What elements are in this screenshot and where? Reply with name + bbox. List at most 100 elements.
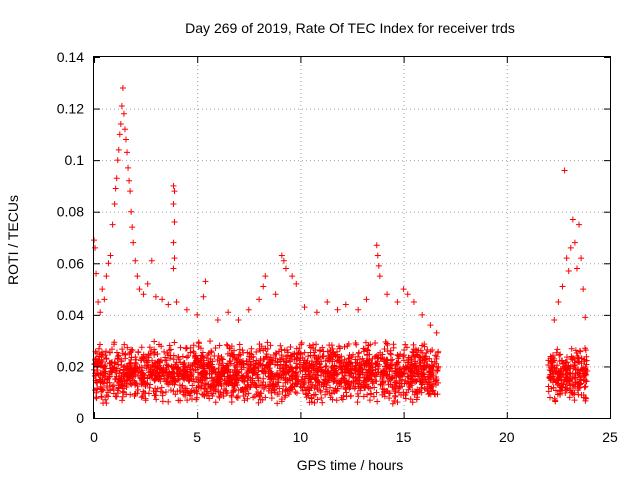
data-point [256, 345, 263, 352]
data-point [93, 379, 100, 386]
data-point [301, 304, 308, 311]
data-point [236, 346, 243, 353]
data-point [230, 351, 237, 358]
data-point [433, 329, 440, 336]
data-point [582, 363, 589, 370]
data-point [195, 379, 202, 386]
data-point [192, 353, 199, 360]
data-point [203, 381, 210, 388]
data-point [281, 347, 288, 354]
data-point [93, 270, 100, 277]
data-point [107, 386, 114, 393]
data-point [567, 244, 574, 251]
data-point [387, 351, 394, 358]
data-point [426, 378, 433, 385]
data-point [103, 273, 110, 280]
data-point [251, 380, 258, 387]
data-point [153, 388, 160, 395]
data-point [200, 293, 207, 300]
data-point [208, 384, 215, 391]
data-point [545, 388, 552, 395]
data-point [134, 273, 141, 280]
data-point [302, 387, 309, 394]
data-point [235, 317, 242, 324]
data-point [119, 383, 126, 390]
data-point [556, 352, 563, 359]
data-point [299, 387, 306, 394]
data-point [105, 260, 112, 267]
data-point [356, 368, 363, 375]
data-point [413, 389, 420, 396]
data-point [95, 371, 102, 378]
data-point [164, 380, 171, 387]
data-point [377, 381, 384, 388]
data-point [572, 347, 579, 354]
data-point [170, 182, 177, 189]
y-tick-label: 0.02 [57, 358, 84, 374]
data-point [287, 353, 294, 360]
data-point [117, 121, 124, 128]
data-point [328, 342, 335, 349]
data-point [388, 375, 395, 382]
data-point [126, 373, 133, 380]
data-point [224, 342, 231, 349]
data-point [139, 380, 146, 387]
data-point [171, 255, 178, 262]
data-point [115, 382, 122, 389]
data-point [119, 84, 126, 91]
data-point [408, 368, 415, 375]
data-point [355, 306, 362, 313]
data-point [165, 398, 172, 405]
data-point [180, 391, 187, 398]
data-point [157, 378, 164, 385]
data-point [324, 298, 331, 305]
data-point [238, 364, 245, 371]
data-point [308, 358, 315, 365]
data-point [405, 359, 412, 366]
data-point [184, 397, 191, 404]
data-point [291, 356, 298, 363]
data-point [404, 291, 411, 298]
data-point [313, 341, 320, 348]
data-point [276, 385, 283, 392]
data-point [205, 350, 212, 357]
data-point [308, 394, 315, 401]
data-point [571, 239, 578, 246]
data-point [162, 388, 169, 395]
data-point [394, 399, 401, 406]
data-point [547, 373, 554, 380]
data-point [268, 370, 275, 377]
data-point [221, 366, 228, 373]
data-point [333, 387, 340, 394]
data-point [333, 380, 340, 387]
data-point [257, 396, 264, 403]
data-points [91, 84, 591, 407]
data-point [318, 395, 325, 402]
y-tick-label: 0.12 [57, 101, 84, 117]
data-point [564, 385, 571, 392]
data-point [565, 268, 572, 275]
data-point [135, 386, 142, 393]
data-point [355, 365, 362, 372]
data-point [151, 351, 158, 358]
data-point [278, 374, 285, 381]
data-point [190, 342, 197, 349]
data-point [181, 367, 188, 374]
data-point [573, 350, 580, 357]
data-point [118, 375, 125, 382]
chart-title: Day 269 of 2019, Rate Of TEC Index for r… [185, 20, 515, 36]
data-point [158, 384, 165, 391]
y-tick-label: 0.06 [57, 255, 84, 271]
data-point [252, 363, 259, 370]
data-point [146, 344, 153, 351]
data-point [94, 366, 101, 373]
data-point [132, 360, 139, 367]
data-point [209, 393, 216, 400]
data-point [182, 392, 189, 399]
data-point [552, 397, 559, 404]
data-point [270, 380, 277, 387]
data-point [243, 373, 250, 380]
data-point [108, 346, 115, 353]
data-point [255, 375, 262, 382]
data-point [382, 339, 389, 346]
